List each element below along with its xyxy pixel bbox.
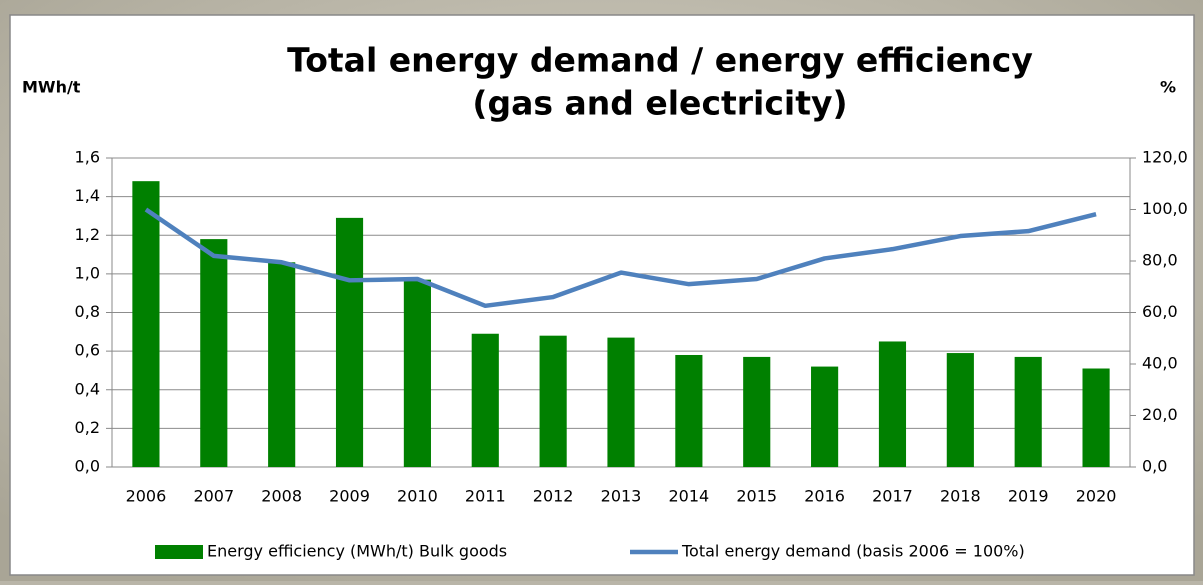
bar bbox=[132, 181, 160, 468]
y-tick-label: 0,0 bbox=[75, 457, 100, 476]
bar bbox=[268, 262, 296, 467]
bar bbox=[743, 356, 771, 467]
chart-title: (gas and electricity) bbox=[472, 84, 847, 123]
y2-tick-label: 40,0 bbox=[1142, 354, 1178, 373]
y-tick-label: 1,0 bbox=[75, 263, 100, 282]
x-tick-label: 2009 bbox=[329, 487, 370, 506]
x-tick-label: 2015 bbox=[736, 487, 777, 506]
bar bbox=[403, 279, 431, 467]
line bbox=[144, 207, 1097, 309]
x-tick-label: 2011 bbox=[465, 487, 506, 506]
x-tick-label: 2020 bbox=[1076, 487, 1117, 506]
y2-axis-label: % bbox=[1160, 78, 1176, 97]
legend-label: Energy efficiency (MWh/t) Bulk goods bbox=[207, 542, 507, 561]
y-axis-label: MWh/t bbox=[22, 78, 81, 97]
y-tick-label: 1,2 bbox=[75, 225, 100, 244]
legend-swatch bbox=[155, 545, 203, 559]
x-tick-label: 2019 bbox=[1008, 487, 1049, 506]
bar bbox=[335, 217, 364, 467]
bar bbox=[471, 333, 499, 467]
y2-tick-label: 80,0 bbox=[1142, 251, 1178, 270]
y2-tick-label: 120,0 bbox=[1142, 148, 1188, 167]
bar bbox=[539, 335, 567, 467]
x-tick-label: 2018 bbox=[940, 487, 981, 506]
x-tick-label: 2013 bbox=[601, 487, 642, 506]
bar bbox=[1014, 356, 1042, 467]
y-tick-label: 1,6 bbox=[75, 148, 100, 167]
y2-tick-label: 20,0 bbox=[1142, 405, 1178, 424]
bar bbox=[675, 354, 703, 467]
x-tick-label: 2016 bbox=[804, 487, 845, 506]
legend-label: Total energy demand (basis 2006 = 100%) bbox=[681, 542, 1025, 561]
y-tick-label: 0,8 bbox=[75, 302, 100, 321]
y-tick-label: 1,4 bbox=[75, 186, 100, 205]
bar bbox=[946, 353, 974, 467]
y-tick-label: 0,2 bbox=[75, 418, 100, 437]
y-tick-label: 0,6 bbox=[75, 341, 100, 360]
bar bbox=[811, 366, 839, 467]
x-tick-label: 2007 bbox=[193, 487, 234, 506]
bar bbox=[1082, 368, 1110, 467]
x-tick-label: 2012 bbox=[533, 487, 574, 506]
bar bbox=[878, 341, 907, 467]
x-tick-label: 2008 bbox=[261, 487, 302, 506]
y2-tick-label: 0,0 bbox=[1142, 457, 1167, 476]
y-tick-label: 0,4 bbox=[75, 379, 100, 398]
x-tick-label: 2017 bbox=[872, 487, 913, 506]
y2-tick-label: 60,0 bbox=[1142, 302, 1178, 321]
bar bbox=[200, 239, 228, 467]
x-tick-label: 2010 bbox=[397, 487, 438, 506]
bar bbox=[607, 337, 635, 467]
y2-tick-label: 100,0 bbox=[1142, 199, 1188, 218]
x-tick-label: 2006 bbox=[126, 487, 167, 506]
chart-title: Total energy demand / energy efficiency bbox=[287, 41, 1033, 80]
x-tick-label: 2014 bbox=[669, 487, 710, 506]
